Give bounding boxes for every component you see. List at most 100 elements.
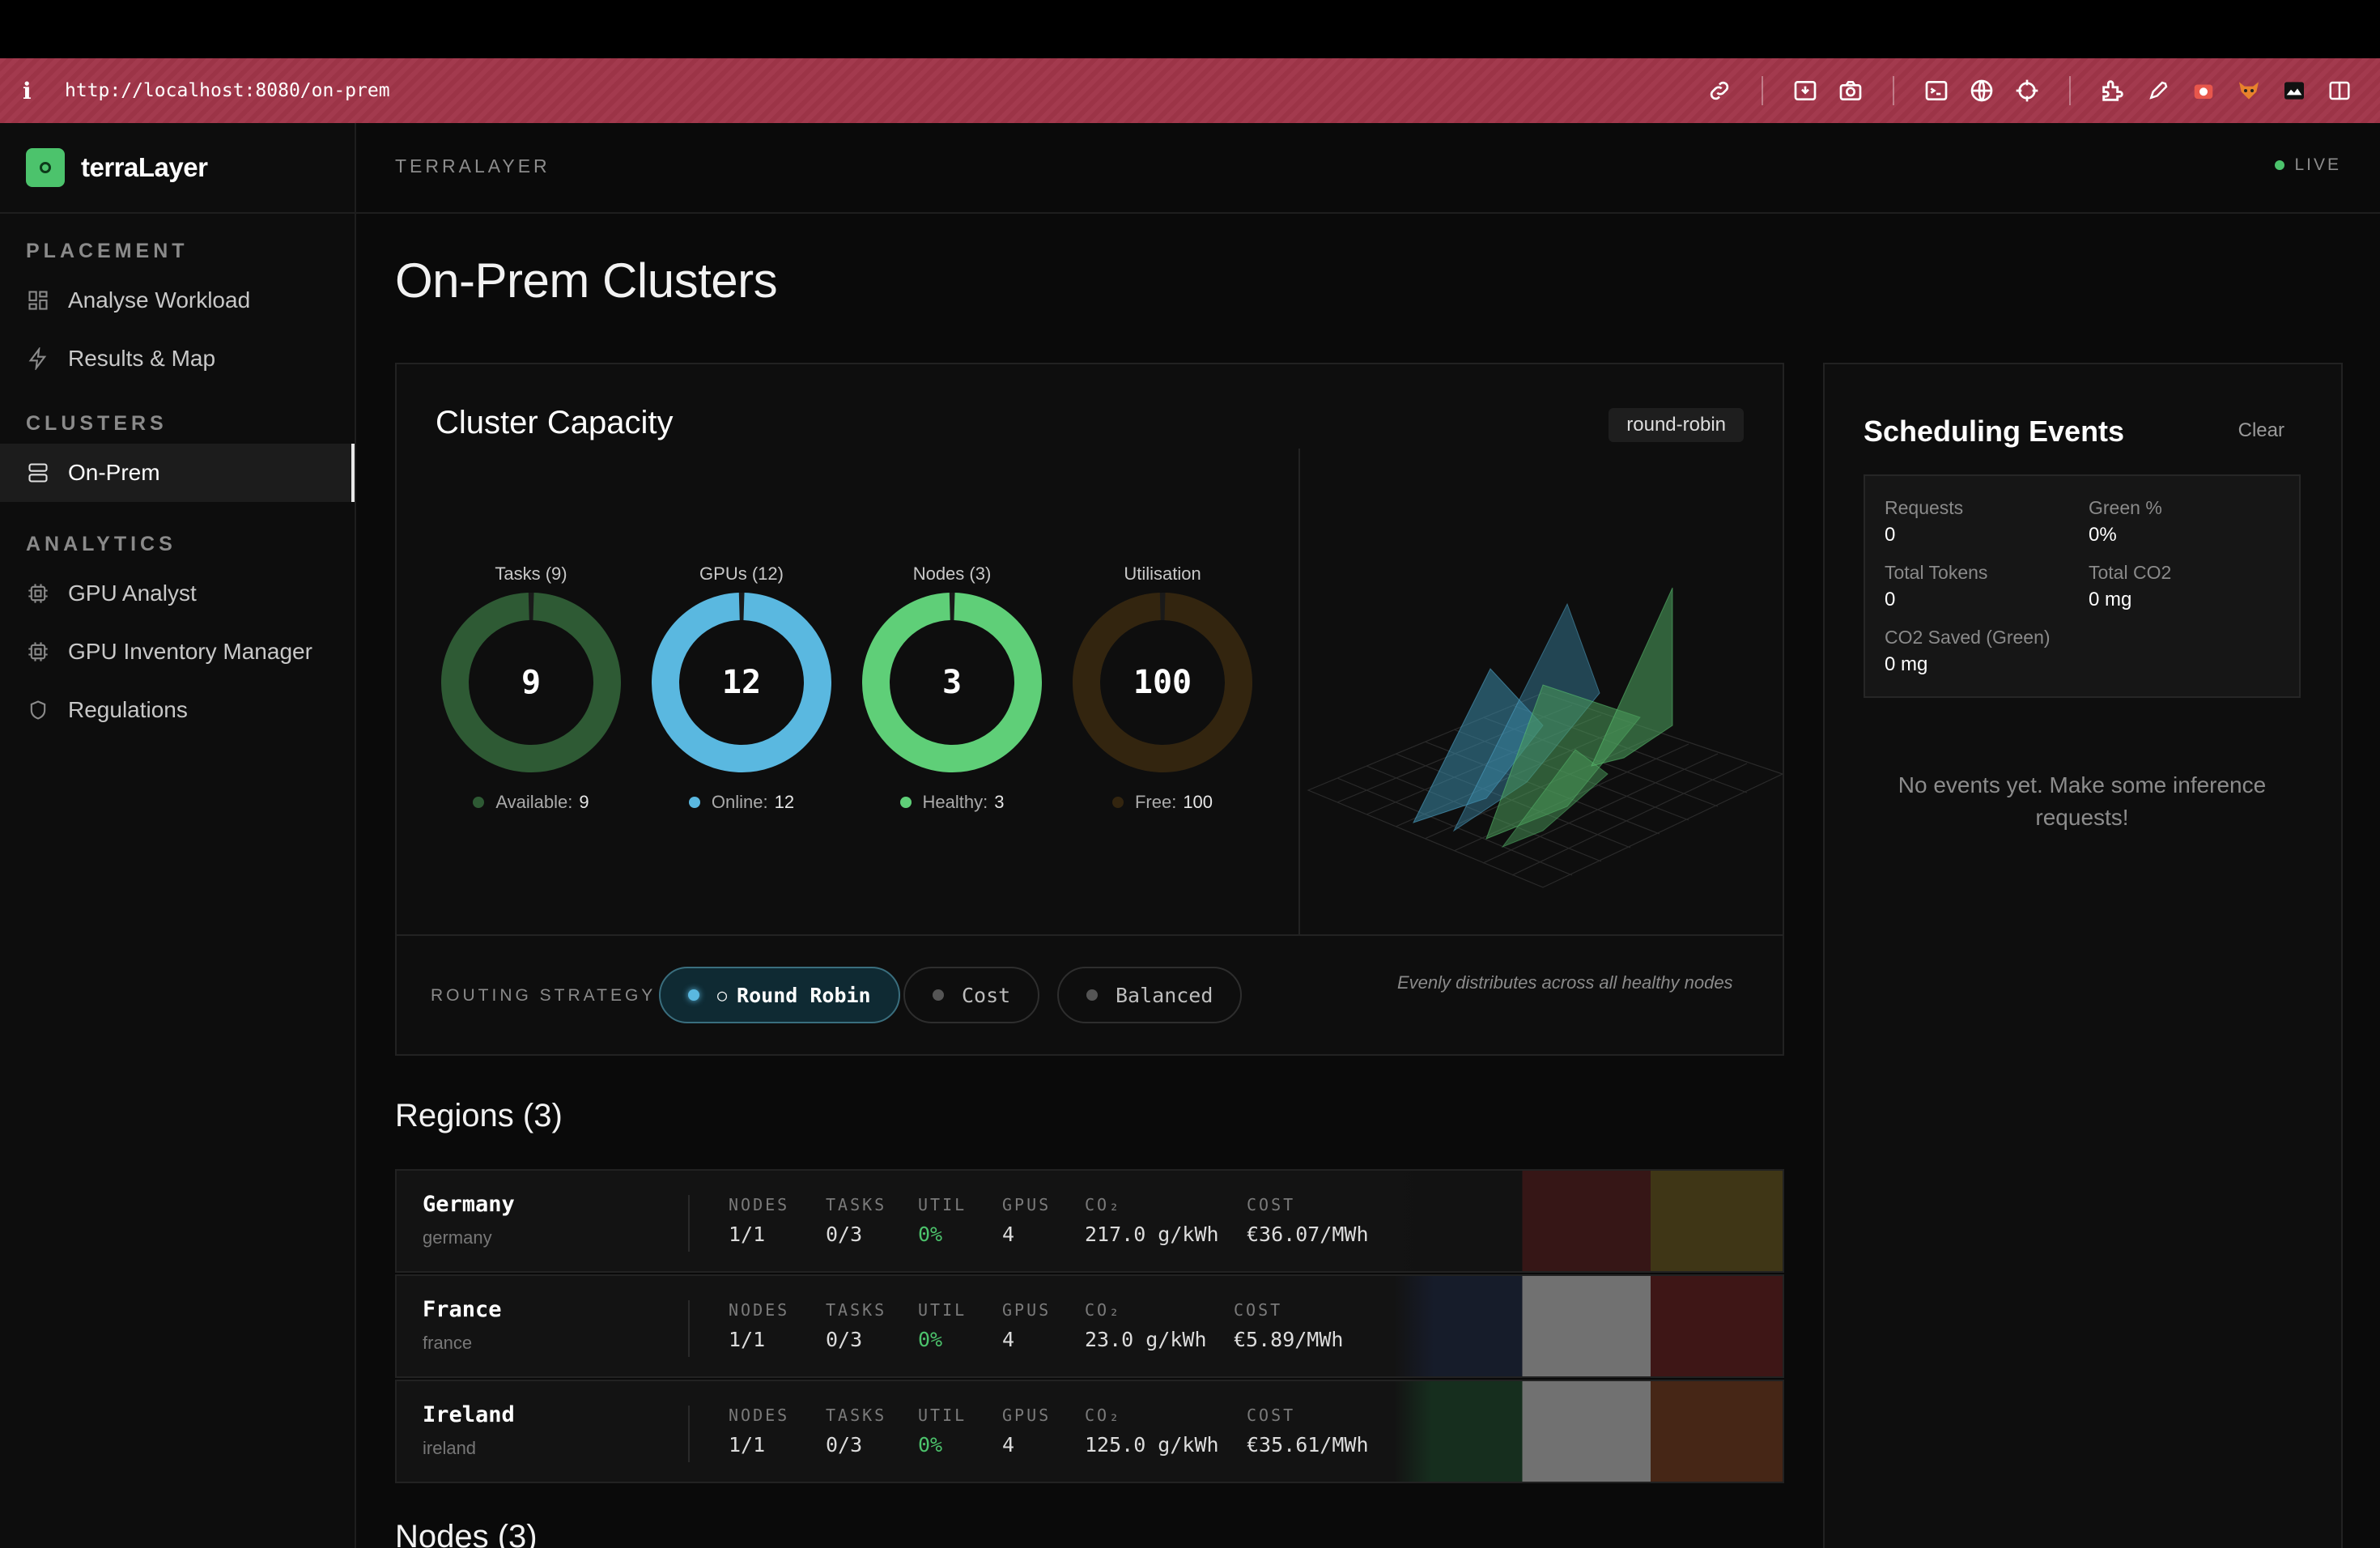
sidebar-item-gpu-inventory-manager[interactable]: GPU Inventory Manager <box>0 623 355 681</box>
metric-value: €36.07/MWh <box>1247 1223 1369 1246</box>
sidebar-item-regulations[interactable]: Regulations <box>0 681 355 739</box>
region-slug: ireland <box>423 1438 477 1458</box>
panel-divider <box>397 934 1783 936</box>
region-row[interactable]: Germany germany NODES 1/1 TASKS 0/3 UTIL 0% GPUS… <box>395 1169 1784 1273</box>
strategy-round-robin-button[interactable]: ○ Round Robin <box>659 967 900 1023</box>
gauge-tasks: Tasks (9) 9 Available: 9 <box>434 563 628 813</box>
metric-label: CO₂ <box>1085 1406 1122 1425</box>
region-metric-tasks: TASKS 0/3 <box>826 1300 886 1351</box>
region-metric-nodes: NODES 1/1 <box>729 1406 789 1457</box>
metric-label: TASKS <box>826 1300 887 1320</box>
legend-value: 9 <box>579 792 589 812</box>
gauge-ring: 3 <box>862 593 1042 772</box>
fox-icon[interactable] <box>2226 68 2272 113</box>
metric-value: 1/1 <box>729 1433 766 1457</box>
sidebar-item-results-map[interactable]: Results & Map <box>0 330 355 388</box>
metric-label: NODES <box>729 1406 790 1425</box>
gauge-label: Nodes (3) <box>912 563 992 584</box>
metric-label: CO₂ <box>1085 1300 1122 1320</box>
sidebar-item-label: GPU Analyst <box>68 580 197 606</box>
sidebar-icon[interactable] <box>2317 68 2362 113</box>
main-content: On-Prem Clusters Cluster Capacity round-… <box>356 214 2380 1548</box>
regions-list: Germany germany NODES 1/1 TASKS 0/3 UTIL 0% GPUS… <box>395 1169 1784 1485</box>
metric-label: GPUS <box>1002 1406 1052 1425</box>
terminal-icon[interactable] <box>1914 68 1959 113</box>
stat-total-co2: Total CO2 0 mg <box>2089 562 2171 611</box>
record-icon[interactable] <box>2181 68 2226 113</box>
clear-events-button[interactable]: Clear <box>2238 419 2284 441</box>
sidebar-item-on-prem[interactable]: On-Prem <box>0 444 355 502</box>
gauge-ring: 9 <box>441 593 621 772</box>
region-row[interactable]: France france NODES 1/1 TASKS 0/3 UTIL 0% GPUS 4 C… <box>395 1274 1784 1378</box>
gauge-arc <box>862 593 1042 772</box>
strategy-balanced-button[interactable]: Balanced <box>1057 967 1243 1023</box>
metric-label: COST <box>1247 1195 1296 1214</box>
row-divider <box>688 1406 690 1462</box>
crosshair-icon[interactable] <box>2004 68 2050 113</box>
link-icon[interactable] <box>1697 68 1742 113</box>
row-divider <box>688 1300 690 1357</box>
metric-value: 0% <box>918 1433 943 1457</box>
regions-title: Regions (3) <box>395 1098 563 1133</box>
gauge-utilisation: Utilisation 100 Free: 100 <box>1065 563 1260 813</box>
region-metric-co2: CO₂ 217.0 g/kWh <box>1085 1195 1219 1246</box>
chip-icon <box>26 581 50 606</box>
brand[interactable]: terraLayer <box>0 123 355 214</box>
stat-label: Total CO2 <box>2089 562 2172 583</box>
eyedropper-icon[interactable] <box>2136 68 2181 113</box>
gauge-gpus: GPUs (12) 12 Online: 12 <box>644 563 839 813</box>
region-slug: germany <box>423 1227 492 1248</box>
image-icon[interactable] <box>2272 68 2317 113</box>
metric-label: COST <box>1234 1300 1283 1320</box>
scheduling-events-title: Scheduling Events <box>1864 415 2125 448</box>
live-dot-icon <box>2275 160 2285 170</box>
camera-icon[interactable] <box>1828 68 1873 113</box>
url-text[interactable]: http://localhost:8080/on-prem <box>65 80 390 101</box>
stat-value: 0% <box>2089 524 2117 546</box>
region-metric-gpus: GPUS 4 <box>1002 1300 1051 1351</box>
nodes-title: Nodes (3) <box>395 1519 538 1548</box>
window-top-bar <box>0 0 2380 58</box>
stat-value: 0 mg <box>2089 589 2132 610</box>
region-metric-util: UTIL 0% <box>918 1195 967 1246</box>
status-dot-icon <box>1086 989 1098 1001</box>
metric-value: 1/1 <box>729 1223 766 1246</box>
strategy-cost-button[interactable]: Cost <box>903 967 1040 1023</box>
toolbar-divider <box>2069 76 2071 105</box>
capacity-3d-visualization <box>1300 450 1784 933</box>
region-flag-background <box>1394 1171 1783 1271</box>
region-name: Germany <box>423 1192 515 1217</box>
event-stats: Requests 0 Green % 0% Total Tokens 0 Tot… <box>1864 474 2301 698</box>
gauge-ring: 100 <box>1073 593 1252 772</box>
region-metric-co2: CO₂ 23.0 g/kWh <box>1085 1300 1207 1351</box>
metric-value: 4 <box>1002 1433 1015 1457</box>
region-metric-tasks: TASKS 0/3 <box>826 1406 886 1457</box>
region-metric-cost: COST €36.07/MWh <box>1247 1195 1369 1246</box>
globe-icon[interactable] <box>1959 68 2004 113</box>
region-row[interactable]: Ireland ireland NODES 1/1 TASKS 0/3 UTIL 0% GPUS… <box>395 1380 1784 1483</box>
browser-address-bar[interactable]: i http://localhost:8080/on-prem <box>0 58 2380 123</box>
sidebar-item-gpu-analyst[interactable]: GPU Analyst <box>0 564 355 623</box>
extension-icon[interactable] <box>2090 68 2136 113</box>
legend-key: Healthy: <box>922 792 988 812</box>
region-metric-nodes: NODES 1/1 <box>729 1195 789 1246</box>
sidebar-item-analyse-workload[interactable]: Analyse Workload <box>0 271 355 330</box>
region-metric-gpus: GPUS 4 <box>1002 1406 1051 1457</box>
legend-dot-icon <box>1111 797 1124 808</box>
download-icon[interactable] <box>1783 68 1828 113</box>
metric-label: COST <box>1247 1406 1296 1425</box>
grid-icon <box>26 288 50 313</box>
scheduling-events-panel: Scheduling Events Clear Requests 0 Green… <box>1823 363 2343 1548</box>
row-divider <box>688 1195 690 1252</box>
metric-value: €5.89/MWh <box>1234 1328 1344 1351</box>
gauge-nodes: Nodes (3) 3 Healthy: 3 <box>855 563 1049 813</box>
metric-label: UTIL <box>918 1195 967 1214</box>
legend-key: Available: <box>495 792 573 812</box>
panel-divider <box>1298 449 1300 934</box>
shield-icon <box>26 698 50 722</box>
legend-dot-icon <box>688 797 700 808</box>
region-name: Ireland <box>423 1402 515 1427</box>
info-icon[interactable]: i <box>23 77 32 104</box>
metric-value: 0/3 <box>826 1223 863 1246</box>
legend-value: 12 <box>774 792 795 812</box>
